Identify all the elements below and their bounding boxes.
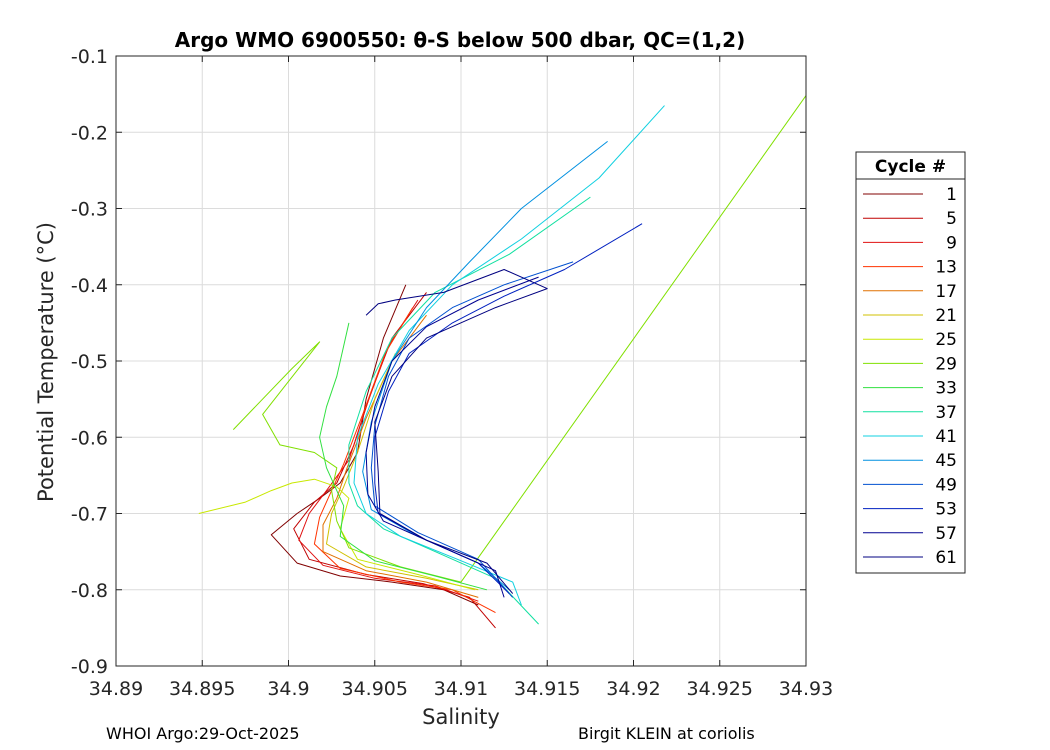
x-tick-label: 34.915: [514, 678, 580, 700]
legend-label: 25: [935, 330, 957, 350]
legend-label: 29: [935, 354, 957, 374]
series-line-cycle-41: [353, 105, 665, 606]
series-line-cycle-1: [270, 284, 479, 606]
series-line-cycle-57: [365, 276, 539, 598]
legend-label: 1: [946, 185, 957, 205]
x-tick-label: 34.895: [169, 678, 235, 700]
legend-label: 53: [935, 500, 957, 520]
legend-label: 37: [935, 403, 957, 423]
x-tick-label: 34.89: [89, 678, 143, 700]
x-tick-label: 34.92: [606, 678, 660, 700]
y-tick-label: -0.5: [71, 351, 108, 373]
chart-title: Argo WMO 6900550: θ-S below 500 dbar, QC…: [175, 28, 745, 52]
legend-label: 61: [935, 548, 957, 568]
y-tick-label: -0.9: [71, 656, 108, 678]
legend-label: 41: [935, 427, 957, 447]
legend-label: 33: [935, 379, 957, 399]
x-tick-label: 34.93: [779, 678, 833, 700]
y-axis-label: Potential Temperature (°C): [34, 222, 58, 502]
series-line-cycle-21: [326, 353, 479, 591]
y-tick-label: -0.3: [71, 199, 108, 221]
legend-label: 17: [935, 282, 957, 302]
series-line-cycle-13: [313, 307, 496, 614]
x-tick-label: 34.905: [342, 678, 408, 700]
y-tick-label: -0.4: [71, 275, 108, 297]
legend-label: 13: [935, 258, 957, 278]
series-line-cycle-25: [198, 478, 475, 591]
x-tick-label: 34.925: [687, 678, 753, 700]
series-layer: [198, 95, 807, 629]
legend-label: 5: [946, 209, 957, 229]
series-line-cycle-33: [319, 322, 488, 591]
y-tick-label: -0.2: [71, 122, 108, 144]
x-axis: 34.89 34.895 34.9 34.905 34.91 34.915 34.92 34.…: [89, 56, 833, 700]
y-axis: -0.1 -0.2 -0.3 -0.4 -0.5 -0.6 -0.7 -0.8 -0.9: [71, 46, 806, 678]
legend: Cycle #1 5 9 13 17 21 25 29 33 37 41 45 49 53 57 61: [855, 151, 966, 574]
x-axis-label: Salinity: [422, 705, 500, 729]
legend-label: 45: [935, 451, 957, 471]
x-tick-label: 34.9: [267, 678, 309, 700]
footer-left-note: WHOI Argo:29-Oct-2025: [106, 724, 300, 743]
x-tick-label: 34.91: [434, 678, 488, 700]
y-tick-label: -0.8: [71, 580, 108, 602]
footer-right-note: Birgit KLEIN at coriolis: [578, 724, 755, 743]
legend-box: [855, 151, 966, 574]
y-tick-label: -0.7: [71, 504, 108, 526]
legend-label: 21: [935, 306, 957, 326]
legend-title: Cycle #: [875, 157, 946, 177]
y-tick-label: -0.1: [71, 46, 108, 68]
y-tick-label: -0.6: [71, 427, 108, 449]
series-line-cycle-61: [365, 269, 548, 594]
legend-label: 49: [935, 475, 957, 495]
legend-label: 57: [935, 524, 957, 544]
legend-label: 9: [946, 233, 957, 253]
